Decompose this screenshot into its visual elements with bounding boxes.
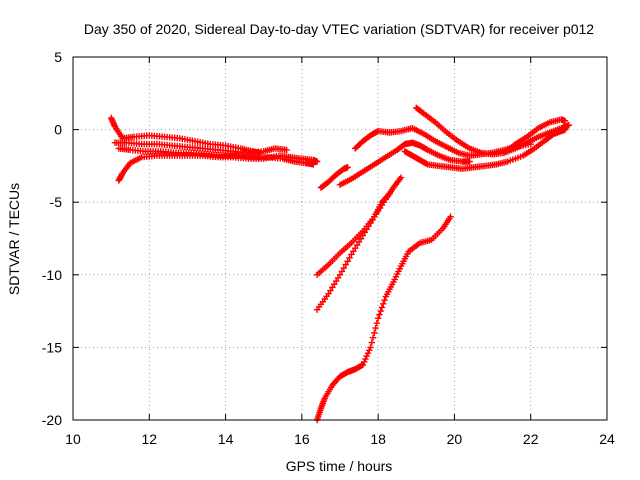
y-tick-label: -10 [42,267,62,283]
y-tick-label: 5 [54,49,62,65]
data-point [377,307,384,315]
x-tick-label: 24 [599,431,615,447]
series-arc-c [115,145,317,168]
y-axis-label: SDTVAR / TECUs [6,183,22,295]
data-point [360,358,368,366]
x-tick-labels: 10 12 14 16 18 20 22 24 [65,431,615,447]
tick-marks [72,56,608,421]
data-point [371,329,378,337]
x-tick-label: 16 [294,431,310,447]
y-tick-label: 0 [54,122,62,138]
data-point [561,117,569,125]
series-arc-m [313,213,454,424]
y-tick-label: -20 [42,412,62,428]
data-point [342,261,349,268]
data-point [362,355,369,363]
series-arc-b [111,139,290,157]
data-point [423,160,430,167]
data-point [381,297,388,304]
data-point [380,300,387,308]
x-tick-label: 18 [370,431,386,447]
x-tick-label: 10 [65,431,81,447]
plot-frame [72,56,608,421]
data-point [346,254,353,262]
data-point [466,158,473,165]
data-point [447,213,454,220]
x-tick-label: 22 [523,431,539,447]
data-point [367,344,374,351]
data-point [364,350,372,357]
data-point [373,320,381,327]
data-point [344,164,351,171]
data-point [378,304,386,311]
data-points [107,104,573,424]
series-arc-d [115,152,321,184]
x-tick-label: 14 [218,431,234,447]
series-arc-f [336,139,473,188]
series-arc-k [313,174,405,278]
data-point [374,315,382,322]
y-tick-labels: -20 -15 -10 -5 0 5 [42,49,62,428]
data-point [368,339,375,346]
data-point [363,352,370,360]
chart-title: Day 350 of 2020, Sidereal Day-to-day VTE… [84,21,594,37]
data-point [358,362,365,369]
data-point [359,361,367,369]
x-tick-label: 20 [447,431,463,447]
series-arc-l [313,190,393,313]
data-point [366,347,373,354]
data-point [340,264,348,272]
series-arc-e [317,164,351,191]
data-point [376,311,383,318]
data-point [565,122,573,129]
x-axis-label: GPS time / hours [286,458,393,474]
y-tick-label: -5 [50,194,63,210]
data-point [283,146,290,154]
data-point [344,258,351,265]
y-tick-label: -15 [42,339,62,355]
data-point [397,174,405,181]
data-point [336,271,344,278]
data-point [338,268,346,275]
data-point [372,324,379,332]
data-point [369,334,377,341]
grid-lines [73,57,607,420]
x-tick-label: 12 [141,431,157,447]
series-arc-j [500,116,569,157]
data-point [313,158,321,165]
series-arc-i [413,104,573,158]
data-point [386,190,393,197]
